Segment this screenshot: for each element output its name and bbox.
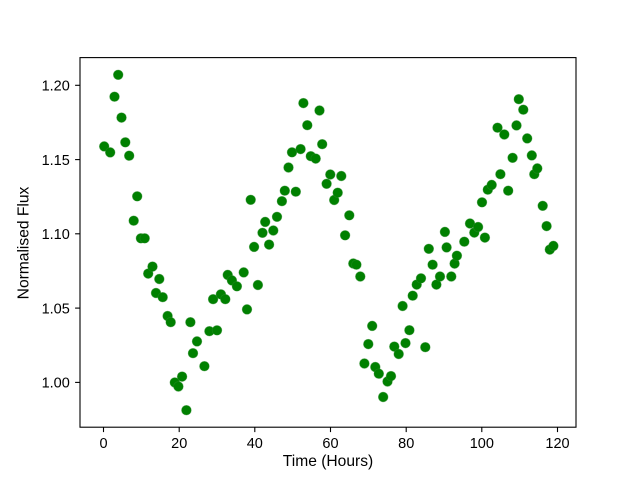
svg-text:40: 40 [247, 436, 263, 452]
svg-text:20: 20 [171, 436, 187, 452]
svg-text:Time (Hours): Time (Hours) [283, 453, 373, 470]
svg-text:Normalised Flux: Normalised Flux [15, 186, 32, 299]
svg-text:60: 60 [322, 436, 338, 452]
svg-text:0: 0 [99, 436, 107, 452]
svg-text:120: 120 [545, 436, 569, 452]
svg-text:1.00: 1.00 [42, 376, 70, 392]
svg-text:100: 100 [470, 436, 494, 452]
svg-text:1.05: 1.05 [42, 301, 70, 317]
svg-text:1.10: 1.10 [42, 227, 70, 243]
svg-text:1.15: 1.15 [42, 153, 70, 169]
svg-text:80: 80 [398, 436, 414, 452]
svg-text:1.20: 1.20 [42, 79, 70, 95]
